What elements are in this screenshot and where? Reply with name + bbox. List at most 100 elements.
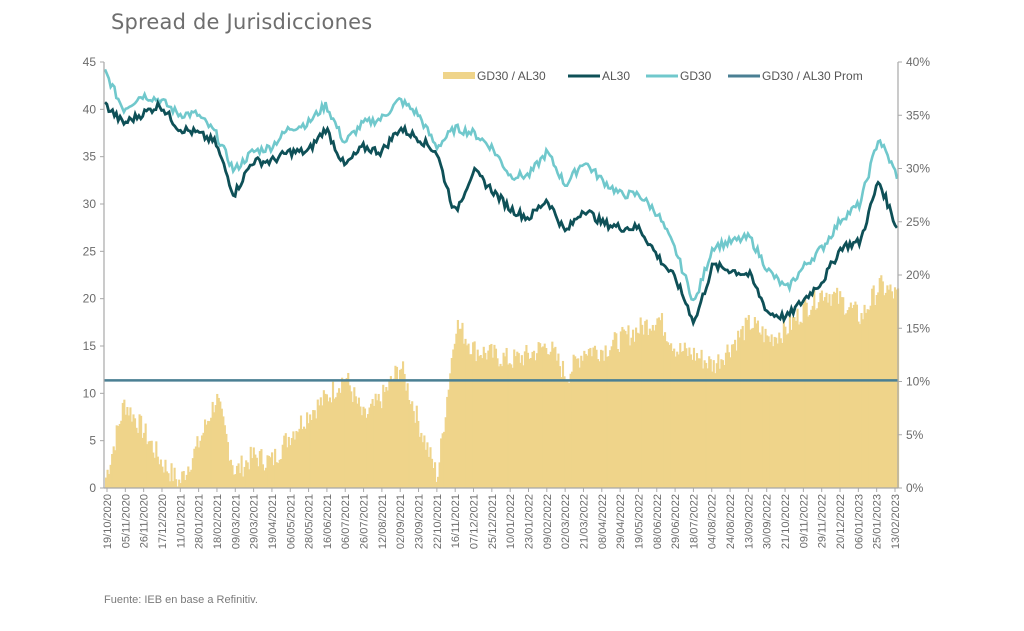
bar-gd30-al30 [136,432,140,488]
bar-gd30-al30 [865,312,868,488]
bar-gd30-al30 [709,359,712,488]
bar-gd30-al30 [216,393,219,488]
bar-gd30-al30 [172,481,175,488]
x-tick-label: 26/11/2020 [139,494,151,548]
bar-gd30-al30 [552,348,555,488]
bar-gd30-al30 [756,320,760,488]
bar-gd30-al30 [214,405,217,488]
bar-gd30-al30 [657,317,661,488]
bar-gd30-al30 [697,358,700,488]
bar-gd30-al30 [106,469,109,488]
bar-gd30-al30 [781,342,784,488]
bar-gd30-al30 [660,313,664,488]
x-tick-label: 28/05/2021 [304,494,316,549]
bar-gd30-al30 [829,305,833,488]
bar-gd30-al30 [202,432,205,488]
bar-gd30-al30 [377,393,380,488]
bar-gd30-al30 [284,433,287,488]
bar-gd30-al30 [514,356,517,488]
bar-gd30-al30 [545,348,548,488]
bar-gd30-al30 [580,355,583,488]
bar-gd30-al30 [298,428,301,488]
bar-gd30-al30 [691,359,694,488]
bar-gd30-al30 [147,441,150,488]
bar-gd30-al30 [732,344,735,488]
bar-gd30-al30 [702,368,705,488]
bar-gd30-al30 [188,471,191,488]
bar-gd30-al30 [505,347,508,488]
bar-gd30-al30 [529,357,533,488]
bar-gd30-al30 [420,432,423,488]
bar-gd30-al30 [769,341,772,488]
bar-gd30-al30 [790,329,793,488]
bar-gd30-al30 [504,356,507,488]
x-tick-label: 29/06/2022 [670,494,682,549]
bar-gd30-al30 [606,356,609,488]
bar-gd30-al30 [749,329,752,488]
legend-label: GD30 / AL30 Prom [762,69,863,83]
bar-gd30-al30 [383,391,386,488]
x-tick-label: 19/04/2021 [267,494,279,549]
bar-gd30-al30 [525,345,528,488]
bar-gd30-al30 [583,350,586,488]
bar-gd30-al30 [688,347,691,488]
bar-gd30-al30 [475,361,478,488]
bar-gd30-al30 [874,305,877,488]
bar-gd30-al30 [277,463,280,488]
bar-gd30-al30 [281,444,284,488]
bar-gd30-al30 [586,355,589,488]
x-tick-label: 10/01/2022 [505,494,517,549]
bar-gd30-al30 [793,317,796,488]
bar-gd30-al30 [373,405,376,488]
bar-gd30-al30 [295,430,298,488]
bar-gd30-al30 [490,343,493,488]
bar-gd30-al30 [807,316,810,488]
x-tick-label: 04/08/2022 [707,494,719,549]
bar-gd30-al30 [656,318,659,488]
bar-gd30-al30 [472,342,475,488]
bar-gd30-al30 [683,342,686,488]
bar-gd30-al30 [819,292,822,488]
bar-gd30-al30 [825,292,828,488]
bar-gd30-al30 [727,352,731,488]
x-tick-label: 06/07/2021 [340,494,352,549]
bar-gd30-al30 [194,446,197,488]
bar-gd30-al30 [400,368,403,488]
bar-gd30-al30 [175,479,178,488]
bar-gd30-al30 [296,432,300,488]
bar-gd30-al30 [321,405,324,488]
bar-gd30-al30 [423,435,426,488]
bar-gd30-al30 [269,457,272,488]
y-tick-label-right: 5% [906,428,924,442]
bar-gd30-al30 [726,344,729,488]
bar-gd30-al30 [108,474,111,488]
bar-gd30-al30 [555,360,558,488]
bar-gd30-al30 [718,368,721,488]
bar-gd30-al30 [482,346,485,488]
y-tick-label-right: 35% [906,108,930,122]
x-tick-label: 08/06/2022 [652,494,664,549]
bar-gd30-al30 [612,339,615,488]
y-tick-label-left: 10 [83,386,97,400]
bar-gd30-al30 [120,420,123,488]
bar-gd30-al30 [476,349,479,488]
bar-gd30-al30 [109,464,112,488]
bar-gd30-al30 [814,309,817,488]
bar-gd30-al30 [746,319,749,488]
bar-gd30-al30 [881,281,884,488]
bar-gd30-al30 [260,449,263,488]
bar-gd30-al30 [592,347,595,488]
bar-gd30-al30 [694,360,697,488]
bar-gd30-al30 [168,481,172,488]
x-tick-label: 20/12/2022 [835,494,847,549]
bar-gd30-al30 [775,337,778,488]
bar-gd30-al30 [796,308,799,488]
bar-gd30-al30 [415,405,418,488]
bar-gd30-al30 [641,324,644,488]
bar-gd30-al30 [584,354,587,488]
bar-gd30-al30 [677,354,680,488]
bar-gd30-al30 [708,356,711,488]
bar-gd30-al30 [289,445,292,488]
x-tick-label: 13/02/2023 [890,494,902,549]
bar-gd30-al30 [610,346,613,488]
